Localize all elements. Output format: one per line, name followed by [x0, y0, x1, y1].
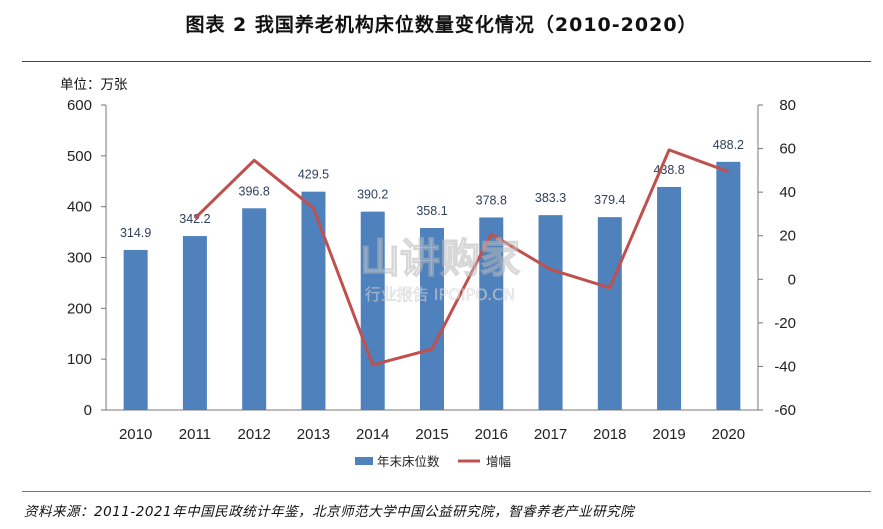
top-rule [22, 61, 871, 62]
x-tick-label: 2011 [179, 426, 211, 443]
growth-line [193, 148, 729, 367]
x-tick-label: 2014 [356, 426, 389, 443]
bar [716, 161, 741, 410]
left-tick-label: 100 [67, 351, 92, 368]
x-tick-label: 2018 [593, 426, 626, 443]
legend-swatch-bars [355, 457, 373, 465]
bar [597, 217, 622, 410]
legend-label-bars: 年末床位数 [377, 454, 440, 469]
data-label: 314.9 [120, 226, 151, 240]
bar [360, 211, 385, 410]
right-tick-label: 40 [779, 184, 796, 201]
data-label: 379.4 [594, 193, 625, 207]
source-note: 资料来源：2011-2021年中国民政统计年鉴，北京师范大学中国公益研究院，智睿… [24, 504, 635, 520]
left-tick-label: 200 [67, 300, 92, 317]
legend-label-line: 增幅 [486, 454, 511, 469]
data-label: 358.1 [416, 204, 447, 218]
watermark-sub: 行业报告 IPOIPO.CN [365, 285, 516, 304]
right-tick-label: 60 [779, 141, 796, 158]
data-label: 488.2 [713, 138, 744, 152]
bar [123, 249, 148, 410]
chart: 单位：万张 314.9 342.2 396.8 429.5 390.2 358.1 378.… [60, 77, 796, 469]
x-tick-label: 2017 [534, 426, 567, 443]
data-label: 378.8 [476, 193, 507, 207]
left-tick-label: 300 [67, 250, 92, 267]
data-label: 429.5 [298, 168, 329, 182]
data-label: 342.2 [179, 212, 210, 226]
right-tick-label: 80 [779, 97, 796, 114]
bar [538, 215, 563, 410]
right-tick-label: -60 [774, 402, 796, 419]
left-tick-label: 400 [67, 199, 92, 216]
bar [420, 227, 444, 410]
figure-title: 图表 2 我国养老机构床位数量变化情况（2010-2020） [185, 14, 698, 36]
x-tick-label: 2013 [297, 426, 330, 443]
data-label: 390.2 [357, 188, 388, 202]
x-tick-label: 2012 [237, 426, 270, 443]
x-tick-label: 2020 [712, 426, 745, 443]
data-label: 383.3 [535, 191, 566, 205]
bar [657, 186, 682, 410]
watermark: 山讲购家 行业报告 IPOIPO.CN [359, 235, 520, 304]
bottom-rule [22, 491, 871, 492]
data-label: 396.8 [239, 184, 270, 198]
x-tick-label: 2010 [119, 426, 152, 443]
left-tick-label: 0 [84, 402, 92, 419]
x-tick-label: 2016 [475, 426, 508, 443]
x-tick-label: 2019 [652, 426, 685, 443]
bar [182, 236, 207, 410]
x-tick-label: 2015 [415, 426, 448, 443]
left-tick-label: 600 [67, 97, 92, 114]
watermark-main: 山讲购家 [360, 236, 520, 282]
right-tick-label: 0 [788, 271, 796, 288]
right-tick-label: -20 [774, 315, 796, 332]
bar [242, 208, 267, 410]
right-tick-label: 20 [779, 228, 796, 245]
right-tick-label: -40 [774, 358, 796, 375]
unit-label: 单位：万张 [60, 77, 128, 93]
left-tick-label: 500 [67, 148, 92, 165]
bar [301, 191, 326, 410]
